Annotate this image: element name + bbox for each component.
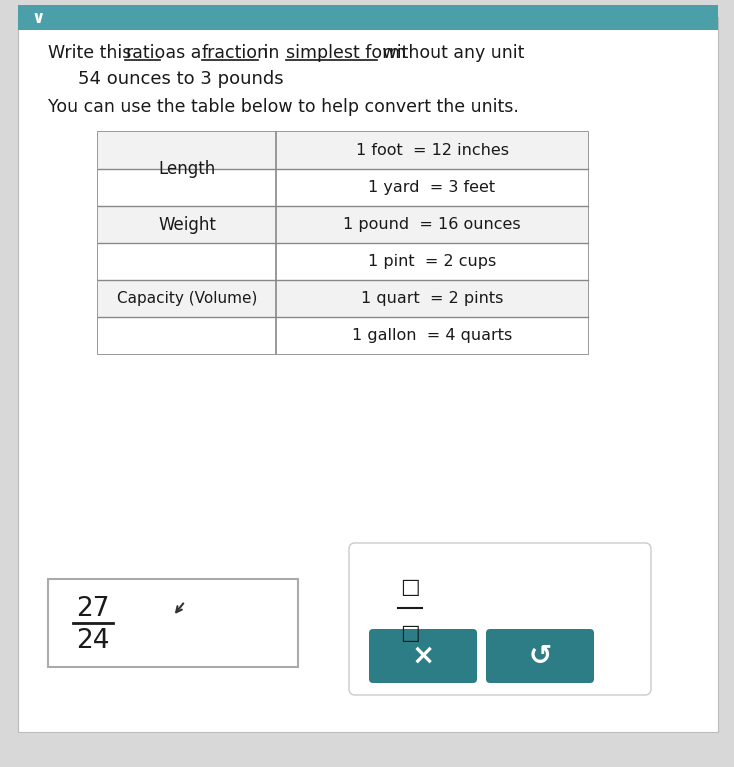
Text: You can use the table below to help convert the units.: You can use the table below to help conv…	[48, 98, 519, 116]
Text: ↺: ↺	[528, 642, 552, 670]
Text: ratio: ratio	[125, 44, 165, 62]
Bar	[98, 132, 588, 354]
Text: 1 gallon  = 4 quarts: 1 gallon = 4 quarts	[352, 328, 512, 343]
Text: Length: Length	[159, 160, 216, 178]
Bar	[48, 579, 298, 667]
Text: Capacity (Volume): Capacity (Volume)	[117, 291, 257, 306]
Text: 1 pint  = 2 cups: 1 pint = 2 cups	[368, 254, 496, 269]
Bar	[98, 132, 588, 169]
Text: Write this: Write this	[48, 44, 137, 62]
Text: 1 yard  = 3 feet: 1 yard = 3 feet	[368, 180, 495, 195]
Text: ∨: ∨	[32, 9, 45, 27]
Text: without any unit: without any unit	[377, 44, 524, 62]
Text: ×: ×	[411, 642, 435, 670]
Text: fraction: fraction	[202, 44, 269, 62]
Text: □: □	[400, 623, 420, 643]
Bar	[98, 206, 588, 243]
Bar	[18, 5, 718, 30]
Text: □: □	[400, 577, 420, 597]
FancyBboxPatch shape	[369, 629, 477, 683]
Bar	[98, 243, 588, 280]
Text: as a: as a	[160, 44, 207, 62]
Text: Weight: Weight	[158, 216, 216, 233]
Text: in: in	[258, 44, 285, 62]
FancyBboxPatch shape	[349, 543, 651, 695]
Text: 1 pound  = 16 ounces: 1 pound = 16 ounces	[344, 217, 521, 232]
Bar	[98, 317, 588, 354]
Text: 27: 27	[76, 596, 110, 622]
Text: 1 quart  = 2 pints: 1 quart = 2 pints	[361, 291, 504, 306]
Text: 24: 24	[76, 627, 110, 653]
Bar	[98, 169, 588, 206]
Bar	[98, 280, 588, 317]
Text: 54 ounces to 3 pounds: 54 ounces to 3 pounds	[78, 70, 283, 88]
Text: simplest form: simplest form	[286, 44, 406, 62]
Text: 1 foot  = 12 inches: 1 foot = 12 inches	[355, 143, 509, 158]
FancyBboxPatch shape	[486, 629, 594, 683]
